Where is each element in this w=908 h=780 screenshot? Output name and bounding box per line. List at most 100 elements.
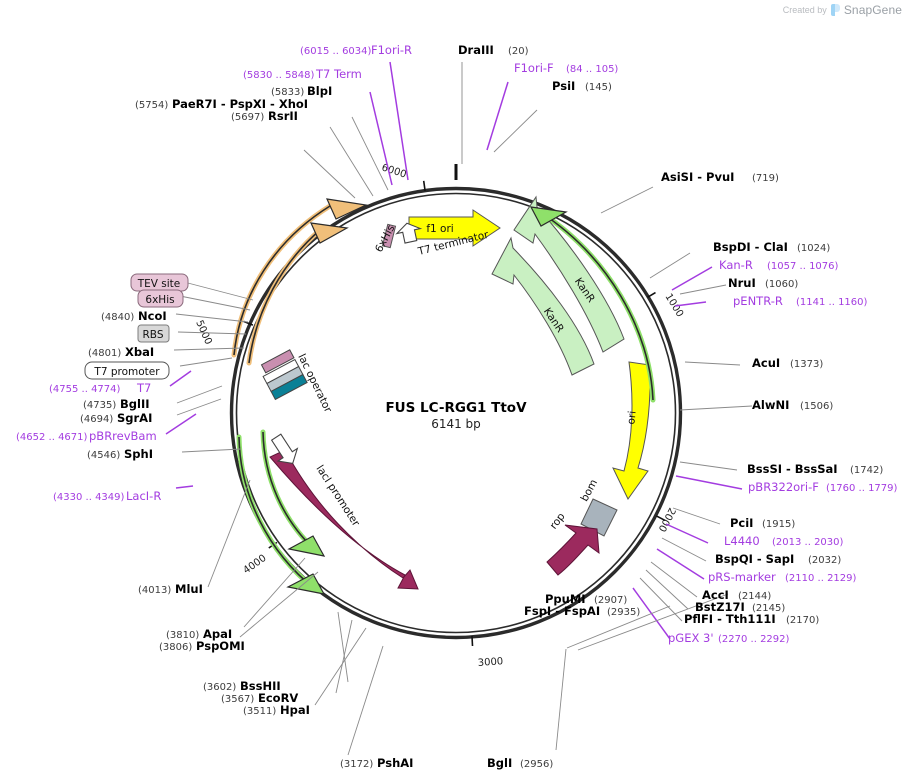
boxed-label-rbs: RBS (137, 324, 170, 343)
feature-name: LacI-R (126, 489, 161, 503)
enzyme-position: (3602) (203, 682, 236, 693)
enzyme-position: (1024) (797, 243, 830, 254)
enzyme-position: (4546) (87, 450, 120, 461)
label-alwni: AlwNI (1506) (752, 398, 833, 412)
enzyme-name: PciI (730, 516, 753, 530)
label-t7-primer: (4755 .. 4774) T7 (49, 381, 151, 395)
label-ncoi: (4840) NcoI (101, 309, 167, 323)
label-prs-marker: pRS-marker (2110 .. 2129) (708, 570, 857, 584)
feature-arrow-label: lacI (320, 519, 345, 543)
enzyme-name: BstZ17I (695, 600, 745, 614)
feature-laci-promoter: lacI promoter (270, 433, 362, 529)
enzyme-position: (2170) (786, 615, 819, 626)
enzyme-position: (5833) (271, 87, 304, 98)
feature-range: (4755 .. 4774) (49, 384, 121, 395)
plasmid-name: FUS LC-RGG1 TtoV (385, 400, 527, 416)
feature-range: (6015 .. 6034) (300, 46, 372, 57)
feature-name: pGEX 3' (668, 631, 714, 645)
feature-range: (2110 .. 2129) (785, 573, 857, 584)
label-pspomi: (3806) PspOMI (159, 639, 245, 653)
boxed-label-text: 6xHis (145, 294, 174, 306)
enzyme-position: (3567) (221, 694, 254, 705)
feature-name: L4440 (724, 534, 760, 548)
feature-arrow-label: ori (625, 410, 638, 425)
ruler-tick-4000: 4000 (241, 541, 278, 577)
ruler-tick-label: 6000 (380, 162, 408, 180)
enzyme-position: (1742) (850, 465, 883, 476)
feature-range: (2013 .. 2030) (772, 537, 844, 548)
label-sgrai: (4694) SgrAI (80, 411, 152, 425)
enzyme-position: (3806) (159, 642, 192, 653)
feature-arrow-label: bom (579, 477, 601, 503)
enzyme-position: (2956) (520, 759, 553, 770)
enzyme-name: FspI - FspAI (524, 604, 600, 618)
enzyme-name: PsiI (552, 79, 575, 93)
enzyme-position: (1060) (765, 279, 798, 290)
snapgene-logo-icon (830, 4, 840, 16)
enzyme-name: RsrII (268, 109, 298, 123)
label-mlui: (4013) MluI (138, 582, 203, 596)
label-f1ori-f: F1ori-F (84 .. 105) (514, 61, 618, 75)
label-bspdi-clai: BspDI - ClaI (1024) (713, 240, 830, 254)
feature-range: (4330 .. 4349) (53, 492, 125, 503)
feature-6xhis-map: 6xHis (373, 223, 397, 254)
enzyme-name: BssSI - BssSaI (747, 462, 838, 476)
enzyme-position: (5754) (135, 100, 168, 111)
leader-lines (165, 61, 753, 756)
enzyme-position: (3511) (243, 706, 276, 717)
feature-name: pRS-marker (708, 570, 776, 584)
feature-name: F1ori-F (514, 61, 554, 75)
enzyme-name: AlwNI (752, 398, 789, 412)
plasmid-title-block: FUS LC-RGG1 TtoV 6141 bp (385, 400, 527, 431)
enzyme-position: (145) (585, 82, 612, 93)
boxed-label-text: TEV site (137, 278, 181, 290)
plasmid-backbone (229, 186, 683, 640)
enzyme-position: (4694) (80, 414, 113, 425)
enzyme-name: EcoRV (258, 691, 298, 705)
label-bspqi-sapi: BspQI - SapI (2032) (715, 552, 841, 566)
enzyme-position: (3810) (166, 630, 199, 641)
feature-name: F1ori-R (371, 43, 412, 57)
feature-name: pBR322ori-F (748, 480, 819, 494)
feature-name: T7 (136, 381, 151, 395)
enzyme-name: PflFI - Tth111I (684, 612, 776, 626)
enzyme-name: BspQI - SapI (715, 552, 794, 566)
label-apai: (3810) ApaI (166, 627, 232, 641)
label-pshai: (3172) PshAI (340, 756, 413, 770)
label-bsssi-bsssai: BssSI - BssSaI (1742) (747, 462, 883, 476)
label-ppumi: PpuMI (2907) (545, 592, 627, 606)
enzyme-name: DraIII (458, 43, 494, 57)
enzyme-name: NcoI (138, 309, 167, 323)
feature-range: (2270 .. 2292) (718, 634, 790, 645)
label-rsrii: (5697) RsrII (231, 109, 298, 123)
feature-ori: ori (612, 361, 651, 500)
enzyme-position: (1373) (790, 359, 823, 370)
enzyme-position: (1506) (800, 401, 833, 412)
enzyme-position: (1915) (762, 519, 795, 530)
label-ecorv: (3567) EcoRV (221, 691, 298, 705)
boxed-label-tev-site: TEV site (130, 273, 189, 292)
label-pentr-r: pENTR-R (1141 .. 1160) (733, 294, 868, 308)
enzyme-name: PshAI (377, 756, 413, 770)
feature-range: (1057 .. 1076) (767, 261, 839, 272)
label-pflfi-tth111i: PflFI - Tth111I (2170) (684, 612, 819, 626)
label-bsshii: (3602) BssHII (203, 679, 281, 693)
label-laci-r: (4330 .. 4349) LacI-R (53, 489, 161, 503)
enzyme-position: (719) (752, 173, 779, 184)
enzyme-position: (3172) (340, 759, 373, 770)
enzyme-name: ApaI (203, 627, 232, 641)
feature-range: (1141 .. 1160) (796, 297, 868, 308)
enzyme-name: BglII (120, 397, 150, 411)
enzyme-position: (2145) (752, 603, 785, 614)
enzyme-name: AsiSI - PvuI (661, 170, 734, 184)
feature-label: 6xHis (373, 223, 397, 254)
ruler-tick-label: 4000 (241, 553, 268, 577)
feature-lac-operator: lac operator (260, 349, 334, 415)
enzyme-name: BssHII (240, 679, 281, 693)
label-asisi-pvui: AsiSI - PvuI (719) (661, 170, 779, 184)
label-paer7i-pspxi-xhoi: (5754) PaeR7I - PspXI - XhoI (135, 97, 308, 111)
enzyme-position: (4801) (88, 348, 121, 359)
feature-name: T7 Term (315, 67, 362, 81)
enzyme-position: (2144) (738, 591, 771, 602)
